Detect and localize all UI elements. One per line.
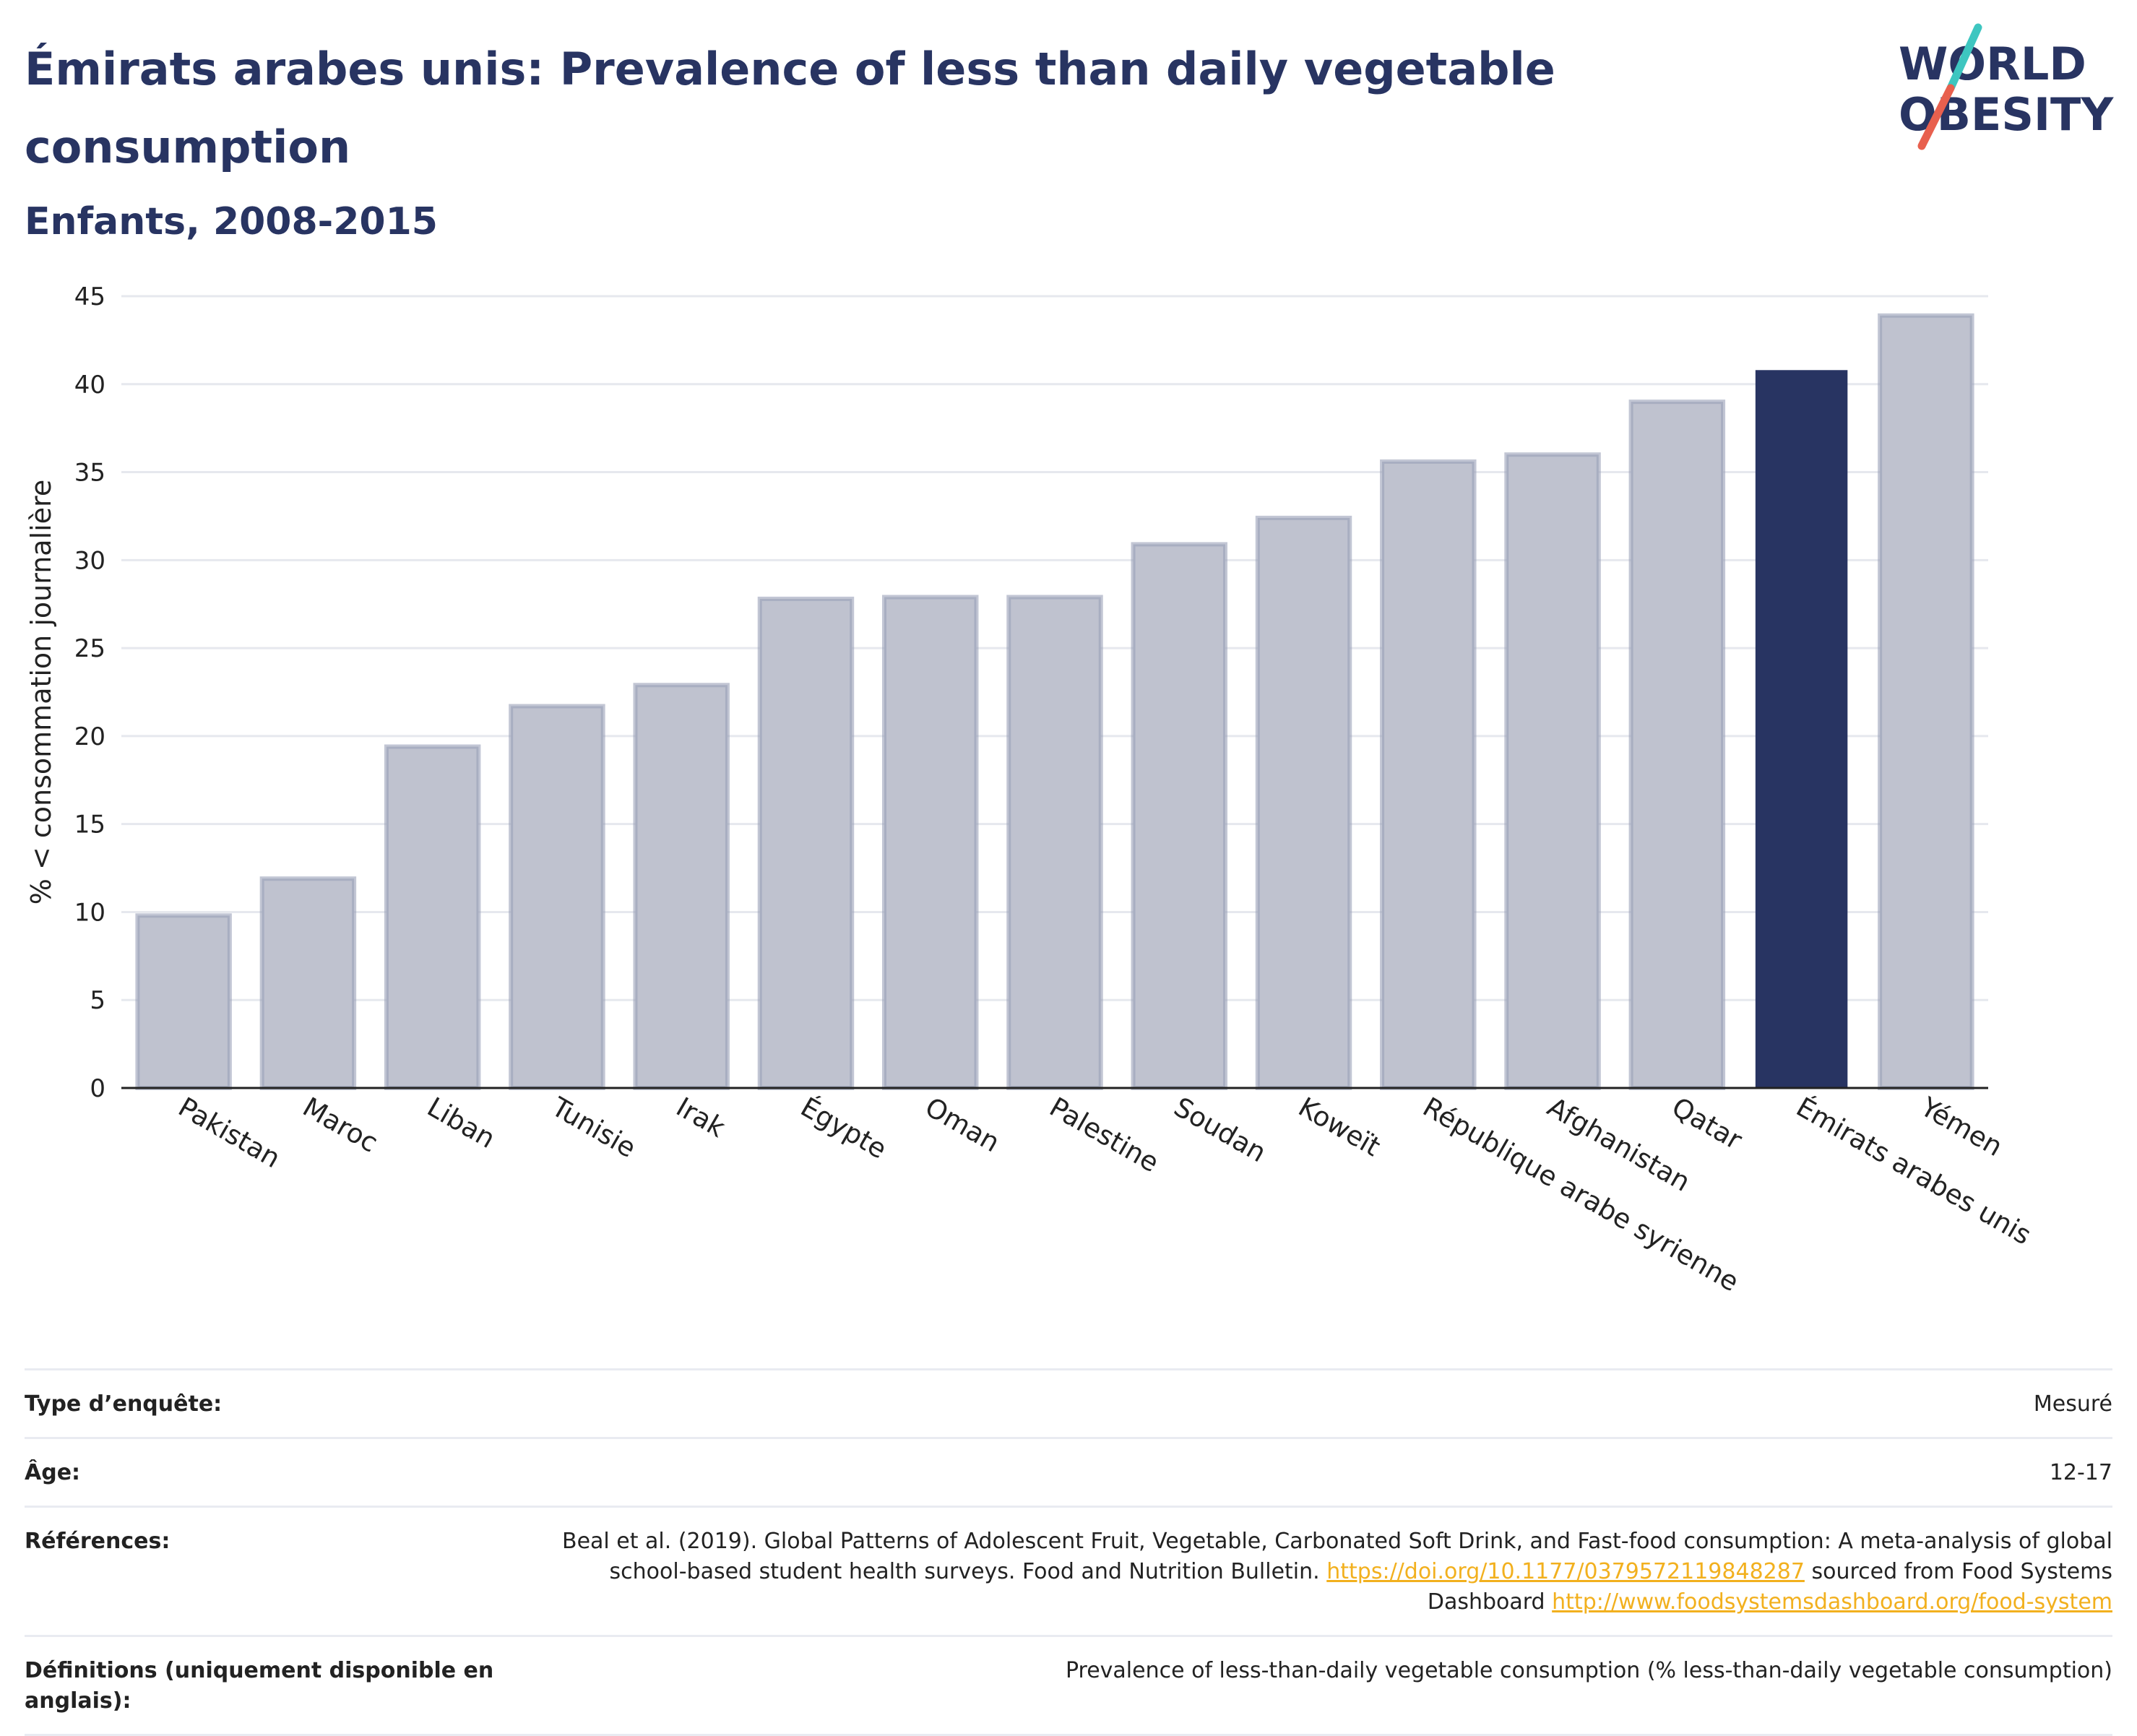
x-tick-label: Oman xyxy=(920,1092,1005,1159)
bar xyxy=(1255,515,1352,1090)
bar xyxy=(509,704,605,1090)
info-table: Type d’enquête: Mesuré Âge: 12-17 Référe… xyxy=(25,1368,2112,1736)
bar xyxy=(384,744,481,1090)
x-tick-label: Soudan xyxy=(1169,1092,1272,1169)
references-value: Beal et al. (2019). Global Patterns of A… xyxy=(516,1526,2112,1618)
chart-subtitle: Enfants, 2008-2015 xyxy=(25,200,438,243)
y-axis-title: % < consommation journalière xyxy=(25,480,57,904)
logo-slash-bottom xyxy=(1917,84,1955,150)
x-tick-label: Tunisie xyxy=(546,1091,642,1164)
bar xyxy=(1504,452,1601,1090)
info-row-survey-type: Type d’enquête: Mesuré xyxy=(25,1368,2112,1437)
y-tick-label: 10 xyxy=(74,898,105,927)
info-row-definitions: Définitions (uniquement disponible en an… xyxy=(25,1635,2112,1736)
x-tick-label: Égypte xyxy=(795,1091,892,1165)
age-value: 12-17 xyxy=(2049,1460,2112,1485)
x-tick-label: Yémen xyxy=(1915,1091,2008,1162)
x-tick-label: Koweït xyxy=(1293,1092,1386,1163)
bar xyxy=(1380,459,1477,1091)
survey-type-value: Mesuré xyxy=(2033,1391,2112,1417)
definitions-label: Définitions (uniquement disponible en an… xyxy=(25,1658,494,1714)
x-tick-label: Palestine xyxy=(1045,1092,1165,1179)
chart-title: Émirats arabes unis: Prevalence of less … xyxy=(25,43,1555,173)
age-label: Âge: xyxy=(25,1460,81,1485)
y-tick-label: 40 xyxy=(74,371,105,400)
bar xyxy=(633,683,730,1090)
x-tick-label: Liban xyxy=(422,1092,501,1154)
y-tick-label: 20 xyxy=(74,722,105,751)
references-text: Beal et al. (2019). Global Patterns of A… xyxy=(561,1529,2112,1584)
info-row-age: Âge: 12-17 xyxy=(25,1437,2112,1506)
bars xyxy=(135,313,1974,1091)
y-tick-label: 30 xyxy=(74,546,105,575)
bar xyxy=(1628,400,1726,1090)
world-obesity-logo: WORLD OBESITY xyxy=(1899,23,2114,150)
y-tick-label: 35 xyxy=(74,459,105,488)
bar-highlight xyxy=(1755,370,1848,1088)
bar xyxy=(259,876,357,1090)
y-tick-label: 5 xyxy=(90,986,105,1015)
x-tick-label: Qatar xyxy=(1667,1092,1748,1157)
y-tick-label: 0 xyxy=(90,1074,105,1103)
y-tick-label: 15 xyxy=(74,811,105,839)
y-tick-label: 25 xyxy=(74,634,105,663)
x-tick-label: Émirats arabes unis xyxy=(1791,1091,2037,1251)
doi-link[interactable]: https://doi.org/10.1177/0379572119848287 xyxy=(1326,1559,1805,1584)
info-row-references: Références: Beal et al. (2019). Global P… xyxy=(25,1506,2112,1635)
bar xyxy=(757,596,855,1091)
bar xyxy=(881,595,979,1091)
x-tick-label: Irak xyxy=(671,1092,731,1144)
bar xyxy=(1878,313,1974,1090)
y-tick-label: 45 xyxy=(74,282,105,311)
x-tick-label: Maroc xyxy=(298,1092,383,1159)
bar-chart: 0 5 10 15 20 25 30 35 40 45 Pakistan Maroc Liban Tuni… xyxy=(25,282,2037,1297)
survey-type-label: Type d’enquête: xyxy=(25,1391,223,1417)
bar xyxy=(1006,595,1103,1091)
x-tick-label: Pakistan xyxy=(173,1092,286,1175)
bar xyxy=(1131,542,1228,1090)
references-label: Références: xyxy=(25,1529,170,1554)
logo-line1: WORLD xyxy=(1899,38,2086,90)
dashboard-link[interactable]: http://www.foodsystemsdashboard.org/food… xyxy=(1552,1589,2112,1615)
bar xyxy=(135,913,232,1090)
logo-slash-top xyxy=(1946,23,1982,92)
definitions-value: Prevalence of less-than-daily vegetable … xyxy=(1065,1658,2112,1683)
references-source: sourced from Food Systems Dashboard xyxy=(1427,1559,2112,1615)
